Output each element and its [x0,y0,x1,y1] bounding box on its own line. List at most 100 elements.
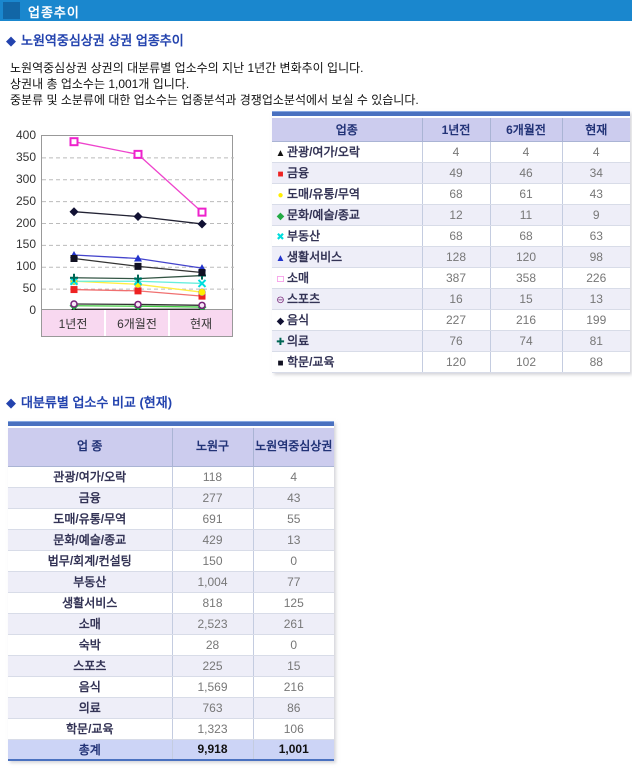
total-value-cell: 1,001 [252,739,334,761]
trend-value-cell: 81 [561,330,630,352]
industry-label: 부동산 [287,229,321,243]
industry-label: 의료 [287,334,310,348]
trend-value-cell: 46 [489,162,562,184]
compare-value-cell: 43 [252,487,334,509]
trend-value-cell: 358 [489,267,562,289]
trend-table-row: □ 소매 387 358 226 [272,267,630,289]
compare-value-cell: 691 [171,508,253,530]
compare-value-cell: 1,323 [171,718,253,740]
series-marker [134,287,142,295]
series-marker [134,262,142,270]
x-axis-category-label: 6개월전 [104,310,168,336]
trend-value-cell: 76 [421,330,490,352]
compare-value-cell: 261 [252,613,334,635]
series-marker [198,292,206,300]
compare-table-header-cell: 업 종 [8,428,172,467]
trend-table-header-row: 업종 1년전 6개월전 현재 [272,118,630,142]
section1-title: ◆ 노원역중심상권 상권 업종추이 [6,30,184,49]
trend-value-cell: 120 [421,351,490,373]
series-marker [198,288,206,296]
compare-table-row: 부동산 1,004 77 [8,571,334,593]
trend-table-row: ● 도매/유통/무역 68 61 43 [272,183,630,205]
industry-label: 금융 [8,487,172,509]
series-marker [134,274,142,283]
series-marker [197,219,207,229]
trend-value-cell: 226 [561,267,630,289]
trend-value-cell: 68 [489,225,562,247]
compare-table-row: 스포츠 225 15 [8,655,334,677]
diamond-bullet-icon: ◆ [6,33,16,48]
chart-y-axis: 400 350 300 250 200 150 100 50 0 [0,128,36,317]
compare-table-row: 학문/교육 1,323 106 [8,718,334,740]
industry-label: 학문/교육 [8,718,172,740]
y-axis-tick-label: 0 [29,303,36,317]
trend-value-cell: 63 [561,225,630,247]
trend-value-cell: 9 [561,204,630,226]
industry-label: 스포츠 [8,655,172,677]
trend-value-cell: 4 [489,141,562,163]
series-marker [70,300,78,308]
section1-title-text: 노원역중심상권 상권 업종추이 [21,33,184,48]
compare-value-cell: 86 [252,697,334,719]
y-axis-tick-label: 250 [15,193,36,208]
compare-table-top-strip [8,421,334,426]
description-line: 상권내 총 업소수는 1,001개 입니다. [10,77,190,91]
series-marker [133,149,143,159]
compare-value-cell: 1,004 [171,571,253,593]
compare-value-cell: 1,569 [171,676,253,698]
industry-label: 관광/여가/오락 [287,145,360,159]
industry-label: 음식 [8,676,172,698]
industry-label: 금융 [287,166,310,180]
series-marker-icon: ✚ [276,337,285,348]
trend-value-cell: 49 [421,162,490,184]
trend-value-cell: 128 [421,246,490,268]
series-marker [198,301,206,310]
y-axis-tick-label: 300 [15,171,36,186]
compare-value-cell: 277 [171,487,253,509]
compare-table-row: 관광/여가/오락 118 4 [8,466,334,488]
industry-label: 스포츠 [287,292,321,306]
compare-table-row: 문화/예술/종교 429 13 [8,529,334,551]
trend-line-chart: 400 350 300 250 200 150 100 50 0 1년전 6개월전 현재 [0,128,250,343]
trend-value-cell: 74 [489,330,562,352]
industry-label: 생활서비스 [287,250,343,264]
compare-value-cell: 0 [252,550,334,572]
series-marker-icon: □ [277,274,284,285]
series-marker [69,137,79,147]
trend-table-row: ▲ 관광/여가/오락 4 4 4 [272,141,630,163]
trend-table-row: ✖ 부동산 68 68 63 [272,225,630,247]
series-marker-icon: ⊖ [276,295,285,306]
compare-value-cell: 818 [171,592,253,614]
y-axis-tick-label: 50 [22,281,36,296]
chart-svg [42,137,234,313]
compare-table-row: 의료 763 86 [8,697,334,719]
series-marker-icon: ◆ [276,211,285,222]
y-axis-tick-label: 150 [15,237,36,252]
trend-table-row: ✚ 의료 76 74 81 [272,330,630,352]
compare-table-row: 소매 2,523 261 [8,613,334,635]
compare-value-cell: 429 [171,529,253,551]
compare-table: 업 종 노원구 노원역중심상권 관광/여가/오락 118 4 금융 277 43 도매/유통/무… [8,421,334,761]
compare-value-cell: 106 [252,718,334,740]
chart-x-axis-band: 1년전 6개월전 현재 [41,310,233,337]
trend-value-cell: 61 [489,183,562,205]
compare-value-cell: 28 [171,634,253,656]
industry-label: 도매/유통/무역 [287,187,360,201]
trend-value-cell: 13 [561,288,630,310]
industry-label: 생활서비스 [8,592,172,614]
y-axis-tick-label: 400 [15,128,36,142]
description-line: 노원역중심상권 상권의 대분류별 업소수의 지난 1년간 변화추이 입니다. [10,61,364,75]
trend-value-cell: 4 [561,141,630,163]
trend-value-cell: 12 [421,204,490,226]
section2-title-text: 대분류별 업소수 비교 (현재) [21,395,173,410]
series-marker [69,207,79,217]
series-marker-icon: ▲ [275,253,286,264]
page-header-bar: 업종추이 [0,0,632,21]
trend-table-row: ■ 학문/교육 120 102 88 [272,351,630,373]
compare-value-cell: 150 [171,550,253,572]
industry-label: 문화/예술/종교 [287,208,360,222]
trend-table-header-cell: 1년전 [421,118,490,142]
trend-value-cell: 68 [421,183,490,205]
trend-table-header-cell: 6개월전 [489,118,562,142]
